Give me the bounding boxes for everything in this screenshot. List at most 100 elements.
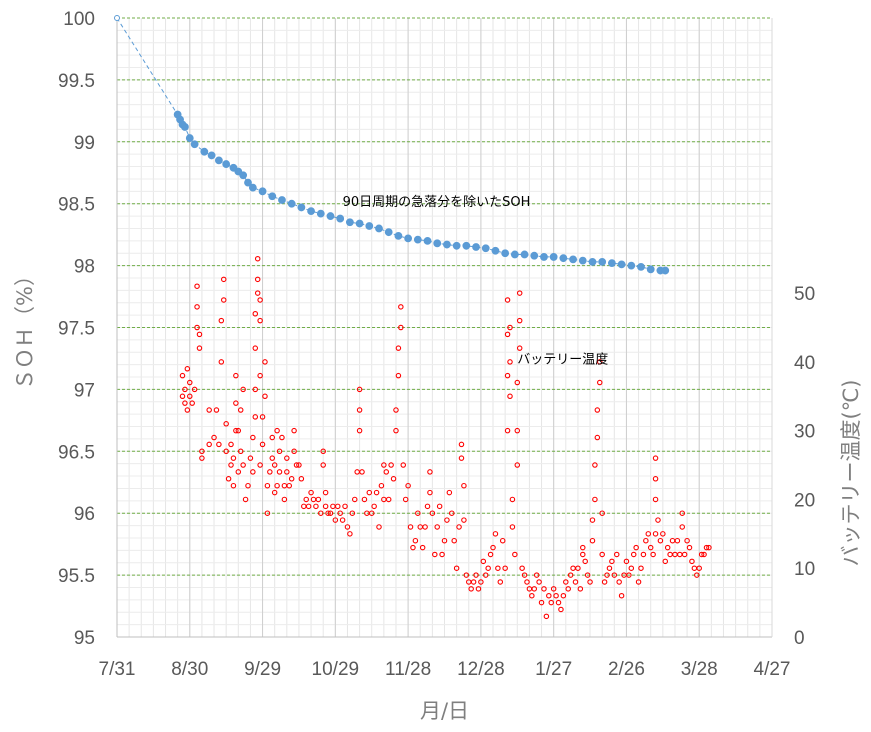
temperature-data-point xyxy=(640,551,647,558)
temperature-data-point xyxy=(320,448,326,455)
temperature-data-point xyxy=(703,544,710,551)
temperature-data-point xyxy=(218,359,225,365)
temperature-data-point xyxy=(373,489,380,496)
temperature-data-point xyxy=(618,592,625,599)
temperature-data-point xyxy=(342,503,348,510)
soh-data-point xyxy=(472,243,480,251)
soh-data-point xyxy=(239,171,248,180)
temperature-data-point xyxy=(313,503,319,510)
temperature-data-point xyxy=(194,283,200,289)
temperature-data-point xyxy=(184,366,191,372)
temperature-data-point xyxy=(407,524,414,530)
soh-data-point xyxy=(607,259,616,268)
temperature-data-point xyxy=(519,565,525,571)
soh-data-point xyxy=(637,262,645,271)
temperature-data-point xyxy=(427,489,433,496)
temperature-data-point xyxy=(220,297,227,303)
temperature-data-point xyxy=(514,379,521,386)
temperature-data-point xyxy=(308,489,314,496)
soh-data-point xyxy=(307,207,315,216)
soh-data-point xyxy=(287,199,296,208)
soh-data-point xyxy=(598,257,607,266)
temperature-data-point xyxy=(480,558,487,565)
temperature-data-point xyxy=(652,476,659,482)
temperature-data-point xyxy=(597,359,603,365)
temperature-data-point xyxy=(514,427,521,434)
temperature-data-point xyxy=(223,421,229,427)
temperature-data-point xyxy=(495,565,501,571)
y-left-tick-label: 95.5 xyxy=(58,566,95,587)
temperature-data-point xyxy=(473,572,479,578)
soh-data-point xyxy=(222,160,231,168)
soh-data-point xyxy=(423,236,432,245)
temperature-data-point xyxy=(538,599,545,606)
temperature-data-point xyxy=(449,510,455,516)
temperature-data-point xyxy=(228,462,234,468)
temperature-data-point xyxy=(405,482,411,489)
y-right-tick-label: 0 xyxy=(794,628,805,649)
temperature-data-point xyxy=(516,317,523,324)
temperature-data-point xyxy=(553,592,559,599)
soh-data-point xyxy=(207,151,216,160)
temperature-data-point xyxy=(356,386,363,393)
temperature-data-point xyxy=(284,455,290,461)
temperature-data-point xyxy=(206,441,212,448)
y-left-tick-label: 96.5 xyxy=(58,442,95,463)
temperature-data-point xyxy=(378,482,385,489)
soh-data-point xyxy=(185,134,194,142)
temperature-data-point xyxy=(504,372,511,379)
y-right-tick-label: 20 xyxy=(794,490,815,511)
temperature-data-point xyxy=(434,524,440,530)
temperature-data-point xyxy=(191,386,198,393)
y-left-tick-label: 100 xyxy=(63,9,95,30)
temperature-data-point xyxy=(398,304,404,310)
soh-data-point xyxy=(646,265,655,274)
soh-data-point xyxy=(278,196,286,204)
y-left-tick-label: 99 xyxy=(74,133,95,154)
temperature-data-point xyxy=(288,476,295,482)
temperature-data-point xyxy=(415,510,421,516)
temperature-data-point xyxy=(233,427,239,434)
temperature-data-point xyxy=(529,592,535,599)
temperature-data-point xyxy=(402,496,409,503)
temperature-data-point xyxy=(507,393,513,400)
temperature-data-point xyxy=(385,496,392,503)
soh-data-point xyxy=(569,255,577,264)
temperature-data-point xyxy=(223,448,229,455)
soh-data-point xyxy=(200,147,209,156)
soh-data-point xyxy=(248,183,257,192)
x-tick-label: 8/30 xyxy=(171,659,208,680)
temperature-data-point xyxy=(427,469,433,475)
temperature-data-point xyxy=(516,290,523,296)
temperature-data-point xyxy=(262,393,268,400)
temperature-data-point xyxy=(184,407,191,413)
temperature-data-point xyxy=(252,386,259,393)
temperature-data-point xyxy=(580,551,586,558)
soh-data-point xyxy=(244,178,252,187)
temperature-data-point xyxy=(456,524,462,530)
temperature-data-point xyxy=(220,276,227,283)
tick-labels: 7/31 8/30 9/29 10/29 11/28 12/28 1/27 2/26 3/28 4… xyxy=(58,9,815,680)
temperature-data-point xyxy=(383,469,390,475)
temperature-data-point xyxy=(601,579,608,585)
temperature-data-point xyxy=(645,531,652,537)
temperature-data-point xyxy=(356,407,363,413)
x-tick-label: 1/27 xyxy=(535,659,572,680)
temperature-data-point xyxy=(514,462,521,468)
temperature-data-point xyxy=(182,386,188,393)
temperature-data-point xyxy=(337,510,343,516)
temperature-data-point xyxy=(432,551,438,558)
temperature-data-point xyxy=(179,393,186,400)
temperature-data-point xyxy=(516,345,523,351)
y-right-tick-label: 50 xyxy=(794,284,815,305)
y-left-tick-label: 99.5 xyxy=(58,71,95,92)
temperature-data-point xyxy=(597,379,603,386)
temperature-data-point xyxy=(686,544,693,551)
soh-data-point xyxy=(491,246,500,255)
soh-data-point xyxy=(462,241,471,250)
x-tick-label: 7/31 xyxy=(99,659,136,680)
temperature-data-point xyxy=(332,517,339,523)
temperature-data-point xyxy=(356,427,363,434)
temperature-data-point xyxy=(235,427,242,434)
temperature-data-point xyxy=(606,565,613,571)
